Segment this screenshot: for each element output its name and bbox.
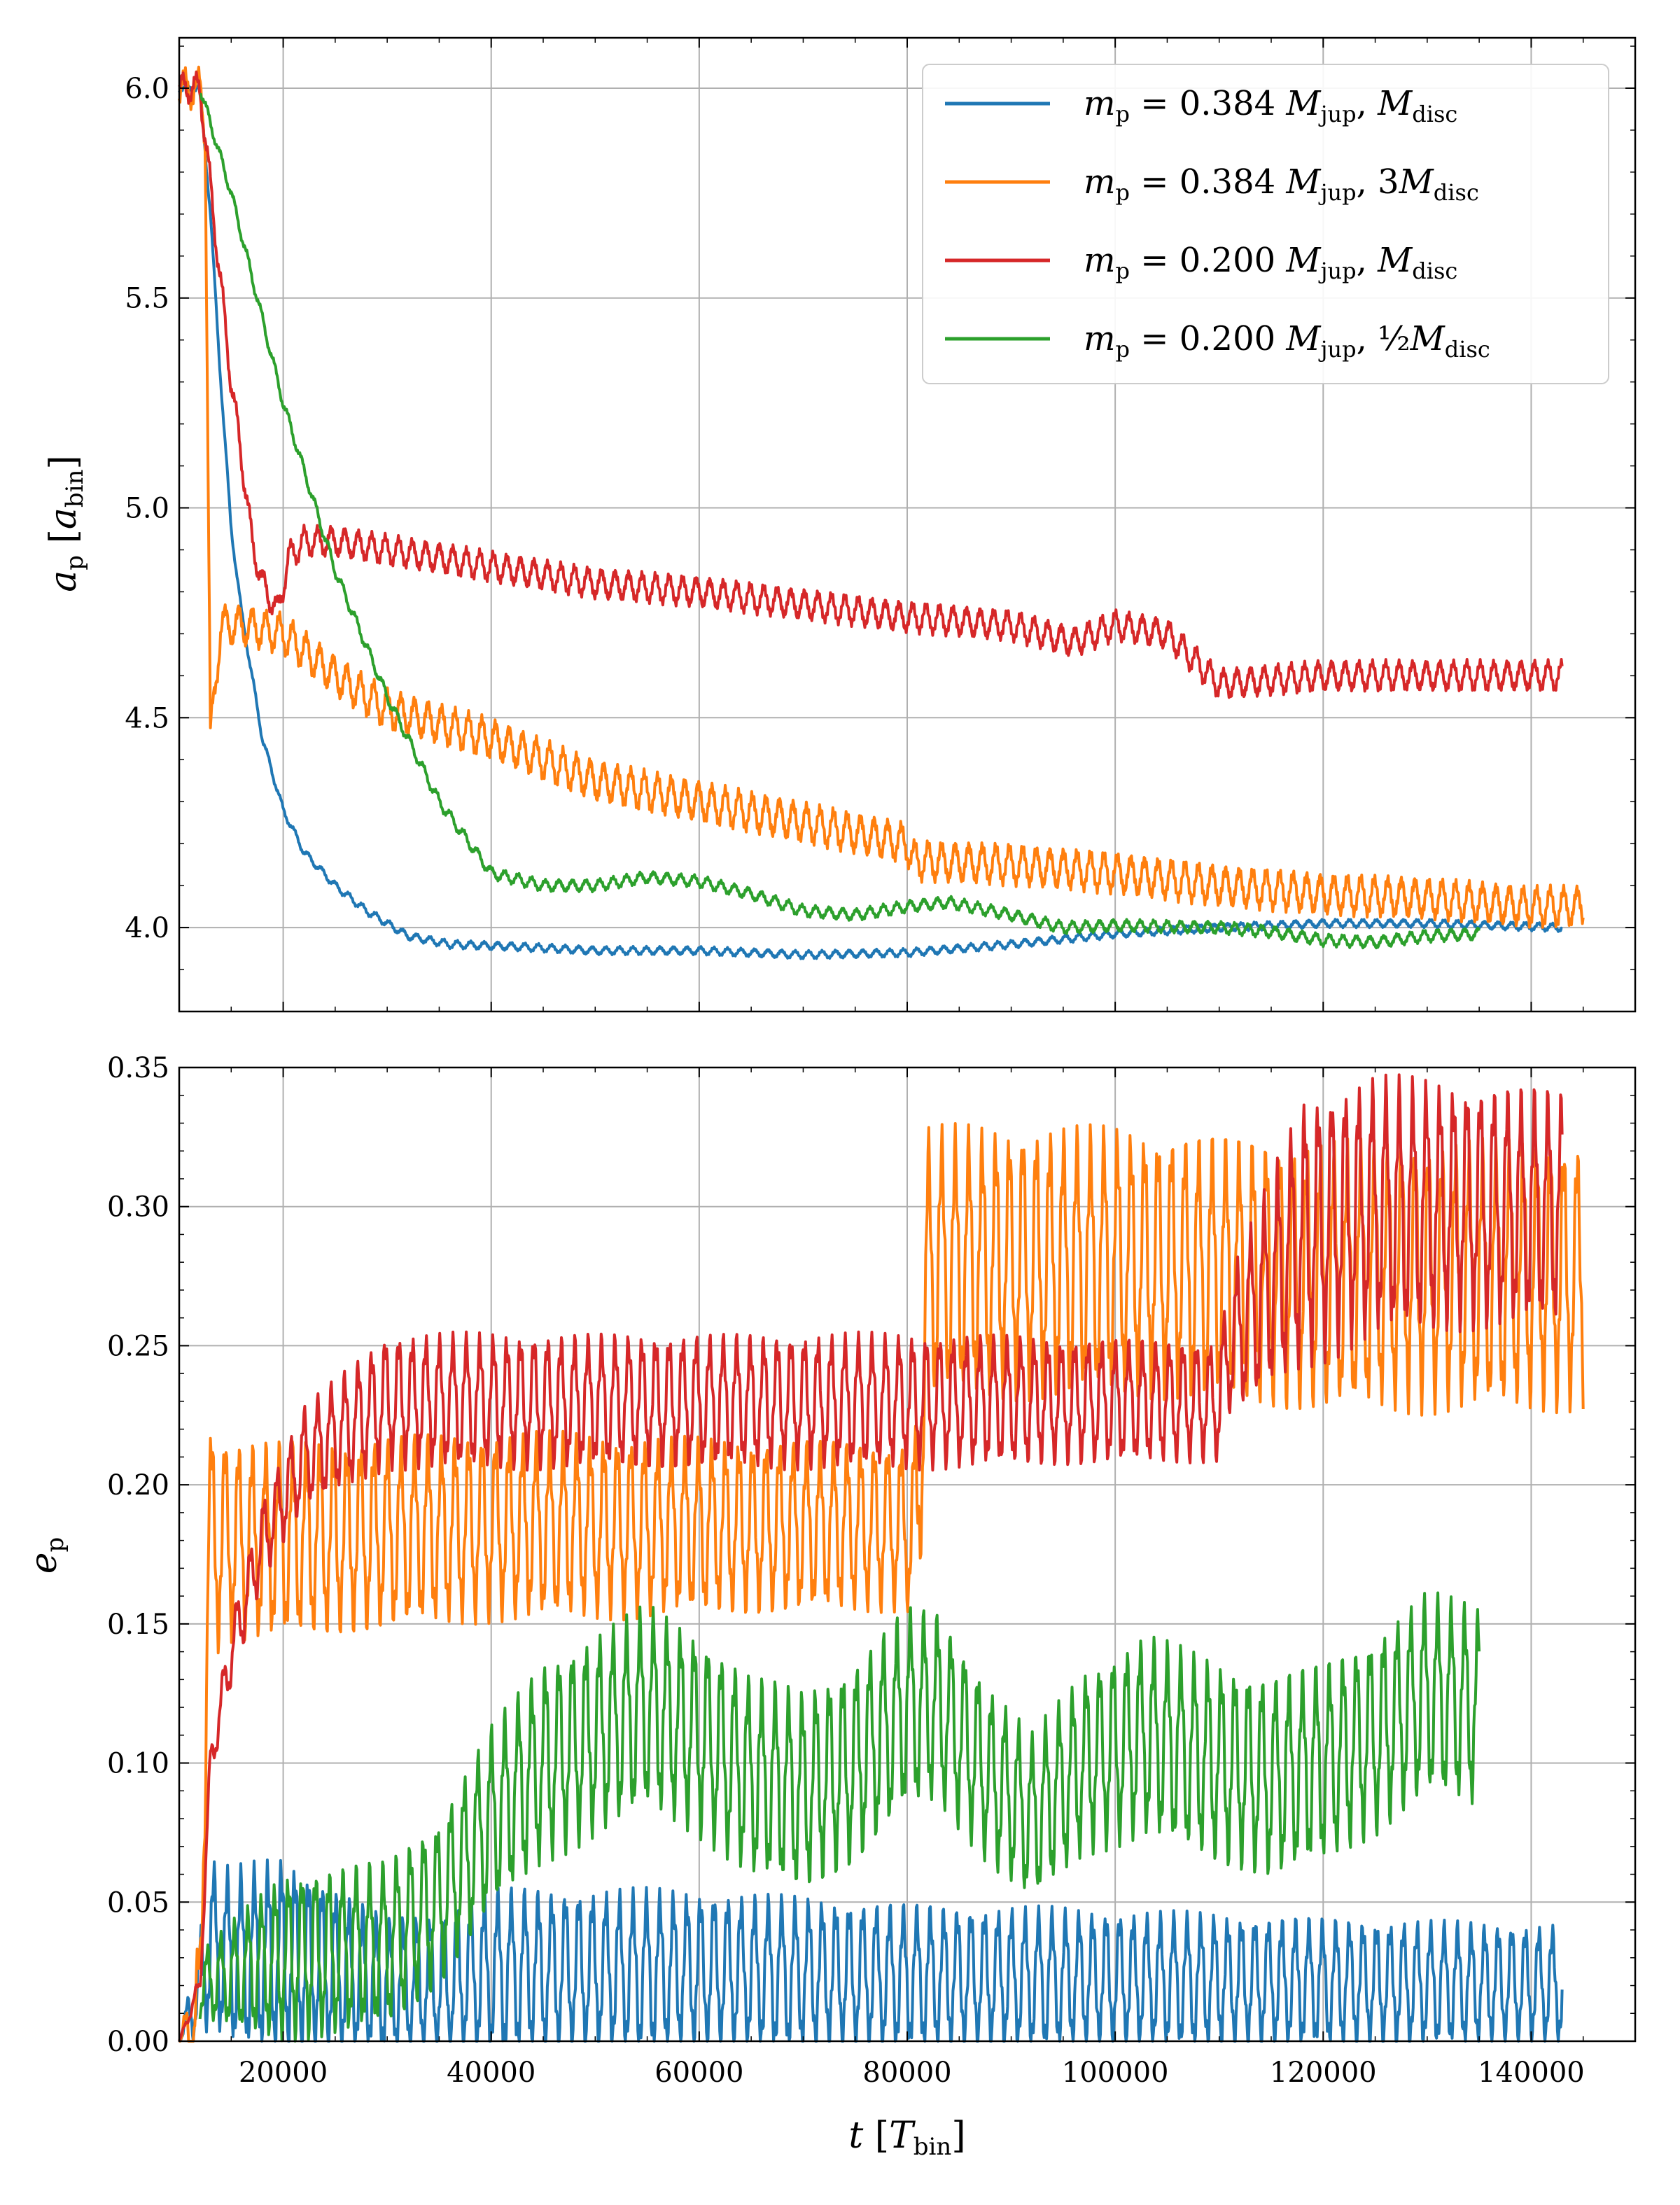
legend-entries: mp = 0.384 Mjup, Mdisc mp = 0.384 Mjup, 3…	[945, 84, 1490, 363]
bottom-xtick-labels: 20000 40000 60000 80000 100000 120000 140000	[239, 2057, 1585, 2089]
y-tick-label: 0.05	[107, 1886, 169, 1919]
x-tick-label: 120000	[1270, 2057, 1377, 2089]
legend-box	[922, 64, 1609, 384]
y-tick-label: 0.30	[107, 1191, 169, 1224]
series-line-1	[178, 1858, 1564, 2043]
y-tick-label: 0.25	[107, 1330, 169, 1362]
y-tick-label: 0.00	[107, 2026, 169, 2058]
bottom-ticks	[178, 1067, 1636, 2042]
legend-label-4: mp = 0.200 Mjup, ½Mdisc	[1084, 319, 1490, 363]
y-tick-label: 6.0	[125, 73, 169, 105]
y-tick-label: 0.20	[107, 1469, 169, 1502]
x-tick-label: 140000	[1478, 2057, 1585, 2089]
bottom-ylabel: ep	[23, 1537, 69, 1574]
series-line-4	[198, 1591, 1481, 2043]
legend-label-3: mp = 0.200 Mjup, Mdisc	[1084, 241, 1457, 284]
series-line-4	[199, 92, 1480, 950]
x-tick-label: 80000	[862, 2057, 951, 2089]
bottom-ytick-labels: 0.00 0.05 0.10 0.15 0.20 0.25 0.30 0.35	[107, 1052, 169, 2058]
bottom-series	[178, 1073, 1585, 2043]
top-panel: 4.04.55.05.56.0 ap [abin] mp = 0.384 Mju…	[43, 36, 1637, 1013]
x-tick-label: 20000	[239, 2057, 328, 2089]
series-line-2	[178, 65, 1585, 929]
top-ytick-labels: 4.0 4.5 5.0 5.5 6.0	[125, 73, 169, 944]
top-ticks	[178, 38, 1636, 1012]
series-line-3	[178, 71, 1564, 699]
top-series	[178, 65, 1585, 960]
series-line-3	[178, 1073, 1564, 2042]
y-tick-label: 0.10	[107, 1748, 169, 1780]
series-line-1	[178, 83, 1563, 960]
legend: mp = 0.384 Mjup, Mdisc mp = 0.384 Mjup, 3…	[922, 64, 1609, 384]
x-tick-label: 100000	[1062, 2057, 1169, 2089]
y-tick-label: 5.5	[125, 283, 169, 315]
y-tick-label: 4.0	[125, 912, 169, 944]
bottom-xlabel: t [Tbin]	[848, 2115, 965, 2161]
legend-label-1: mp = 0.384 Mjup, Mdisc	[1084, 84, 1457, 127]
legend-label-2: mp = 0.384 Mjup, 3Mdisc	[1084, 162, 1479, 206]
bottom-panel: 0.00 0.05 0.10 0.15 0.20 0.25 0.30 0.35 20000 40…	[23, 1052, 1637, 2161]
y-tick-label: 0.35	[107, 1052, 169, 1084]
x-tick-label: 60000	[654, 2057, 743, 2089]
x-tick-label: 40000	[447, 2057, 536, 2089]
y-tick-label: 0.15	[107, 1609, 169, 1641]
y-tick-label: 4.5	[125, 702, 169, 734]
y-tick-label: 5.0	[125, 493, 169, 525]
